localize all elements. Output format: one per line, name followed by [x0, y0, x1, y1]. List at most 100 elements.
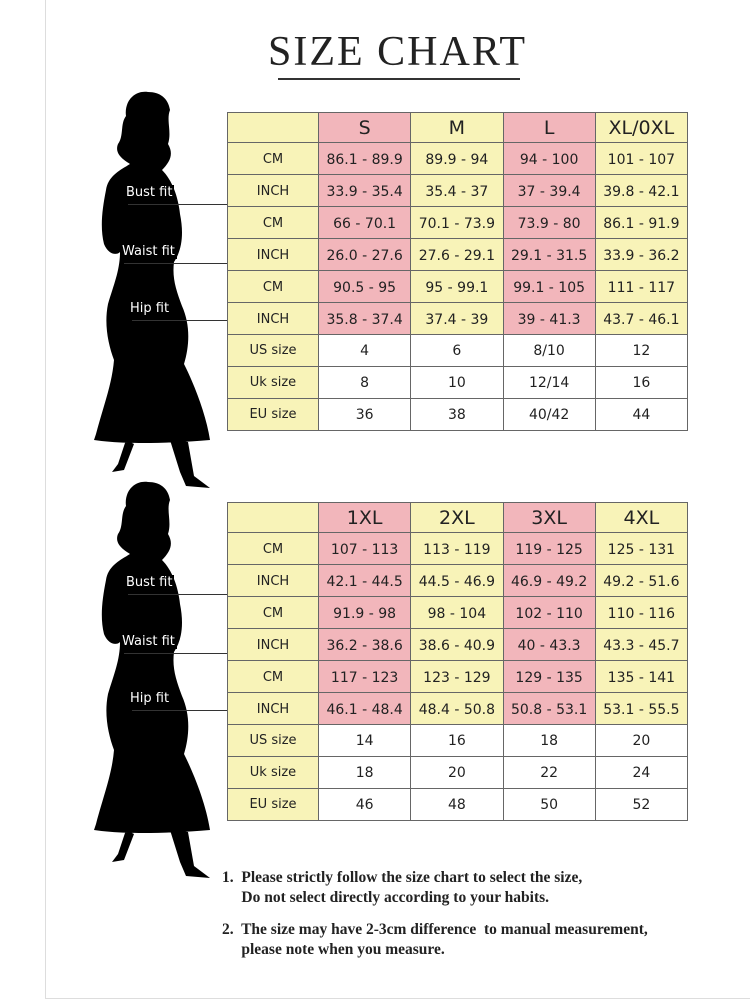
table-cell: 113 - 119: [410, 532, 504, 565]
table-cell: 123 - 129: [410, 660, 504, 693]
row-label: Uk size: [227, 366, 319, 399]
table-cell: 42.1 - 44.5: [317, 564, 412, 597]
fit-label-waist: Waist fit: [120, 634, 177, 649]
woman-silhouette-icon: [94, 481, 210, 878]
table-cell: 39 - 41.3: [502, 302, 596, 335]
table-cell: 73.9 - 80: [502, 206, 596, 239]
table-cell: 33.9 - 36.2: [594, 238, 689, 271]
table-cell: 36: [317, 398, 412, 431]
table-cell: 35.4 - 37: [410, 174, 504, 207]
fit-line-hip: [132, 320, 227, 321]
size-header: XL/0XL: [594, 112, 689, 143]
table-row: INCH 42.1 - 44.5 44.5 - 46.9 46.9 - 49.2 49.…: [227, 564, 689, 597]
table-row: US size 14 16 18 20: [227, 724, 689, 757]
fit-label-hip: Hip fit: [128, 691, 172, 706]
table-row: EU size 36 38 40/42 44: [227, 398, 689, 431]
table-cell: 38: [410, 398, 504, 431]
table-cell: 98 - 104: [410, 596, 504, 629]
row-label: Uk size: [227, 756, 319, 789]
table-cell: 22: [502, 756, 596, 789]
row-label: CM: [227, 532, 319, 565]
table-cell: 40/42: [502, 398, 596, 431]
table-cell: 50: [502, 788, 596, 821]
size-header: 1XL: [317, 502, 412, 533]
fit-line-bust: [128, 594, 227, 595]
table-cell: 12: [594, 334, 689, 367]
table-cell: 4: [317, 334, 412, 367]
row-label: INCH: [227, 692, 319, 725]
table-cell: 37 - 39.4: [502, 174, 596, 207]
corner-cell: [227, 502, 319, 533]
table-cell: 53.1 - 55.5: [594, 692, 689, 725]
corner-cell: [227, 112, 319, 143]
table-row: CM 90.5 - 95 95 - 99.1 99.1 - 105 111 - 117: [227, 270, 689, 303]
table-cell: 70.1 - 73.9: [410, 206, 504, 239]
table-cell: 94 - 100: [502, 142, 596, 175]
row-label: US size: [227, 334, 319, 367]
row-label: INCH: [227, 174, 319, 207]
fit-label-bust: Bust fit: [124, 185, 175, 200]
table-cell: 46.1 - 48.4: [317, 692, 412, 725]
row-label: EU size: [227, 398, 319, 431]
table-cell: 86.1 - 91.9: [594, 206, 689, 239]
table-cell: 16: [594, 366, 689, 399]
size-table: 1XL 2XL 3XL 4XL CM 107 - 113 113 - 119 119 - 12…: [227, 502, 689, 821]
table-cell: 39.8 - 42.1: [594, 174, 689, 207]
size-header: 4XL: [594, 502, 689, 533]
table-cell: 52: [594, 788, 689, 821]
table-cell: 111 - 117: [594, 270, 689, 303]
page-frame: [45, 0, 750, 999]
note-1-line-2: Do not select directly according to your…: [222, 889, 550, 906]
table-cell: 35.8 - 37.4: [317, 302, 412, 335]
silhouette-shape: [94, 481, 210, 878]
table-cell: 8/10: [502, 334, 596, 367]
table-cell: 20: [410, 756, 504, 789]
woman-silhouette-icon: [94, 91, 210, 488]
table-cell: 18: [317, 756, 412, 789]
table-cell: 110 - 116: [594, 596, 689, 629]
fit-line-bust: [128, 204, 227, 205]
table-cell: 86.1 - 89.9: [317, 142, 412, 175]
page-title: SIZE CHART: [268, 29, 527, 75]
title-underline: [278, 78, 520, 80]
table-cell: 46: [317, 788, 412, 821]
header-row: S M L XL/0XL: [227, 112, 689, 143]
table-cell: 107 - 113: [317, 532, 412, 565]
fit-label-hip: Hip fit: [128, 301, 172, 316]
table-row: CM 91.9 - 98 98 - 104 102 - 110 110 - 116: [227, 596, 689, 629]
table-cell: 102 - 110: [502, 596, 596, 629]
table-cell: 48.4 - 50.8: [410, 692, 504, 725]
table-cell: 44.5 - 46.9: [410, 564, 504, 597]
fit-label-waist: Waist fit: [120, 244, 177, 259]
row-label: US size: [227, 724, 319, 757]
table-row: CM 66 - 70.1 70.1 - 73.9 73.9 - 80 86.1 - 91…: [227, 206, 689, 239]
table-cell: 24: [594, 756, 689, 789]
table-cell: 46.9 - 49.2: [502, 564, 596, 597]
fit-line-waist: [124, 263, 227, 264]
fit-line-waist: [124, 653, 227, 654]
table-cell: 66 - 70.1: [317, 206, 412, 239]
size-header: S: [317, 112, 412, 143]
table-cell: 29.1 - 31.5: [502, 238, 596, 271]
table-row: INCH 36.2 - 38.6 38.6 - 40.9 40 - 43.3 43.3 …: [227, 628, 689, 661]
row-label: CM: [227, 270, 319, 303]
row-label: CM: [227, 142, 319, 175]
table-cell: 40 - 43.3: [502, 628, 596, 661]
row-label: INCH: [227, 564, 319, 597]
table-cell: 90.5 - 95: [317, 270, 412, 303]
table-cell: 36.2 - 38.6: [317, 628, 412, 661]
notes: 1. Please strictly follow the size chart…: [222, 868, 648, 960]
table-cell: 33.9 - 35.4: [317, 174, 412, 207]
table-cell: 117 - 123: [317, 660, 412, 693]
table-row: US size 4 6 8/10 12: [227, 334, 689, 367]
table-row: CM 117 - 123 123 - 129 129 - 135 135 - 141: [227, 660, 689, 693]
table-row: INCH 33.9 - 35.4 35.4 - 37 37 - 39.4 39.8 - …: [227, 174, 689, 207]
row-label: INCH: [227, 628, 319, 661]
header-row: 1XL 2XL 3XL 4XL: [227, 502, 689, 533]
table-cell: 26.0 - 27.6: [317, 238, 412, 271]
row-label: INCH: [227, 238, 319, 271]
table-row: CM 107 - 113 113 - 119 119 - 125 125 - 131: [227, 532, 689, 565]
table-row: Uk size 8 10 12/14 16: [227, 366, 689, 399]
row-label: EU size: [227, 788, 319, 821]
fit-line-hip: [132, 710, 227, 711]
